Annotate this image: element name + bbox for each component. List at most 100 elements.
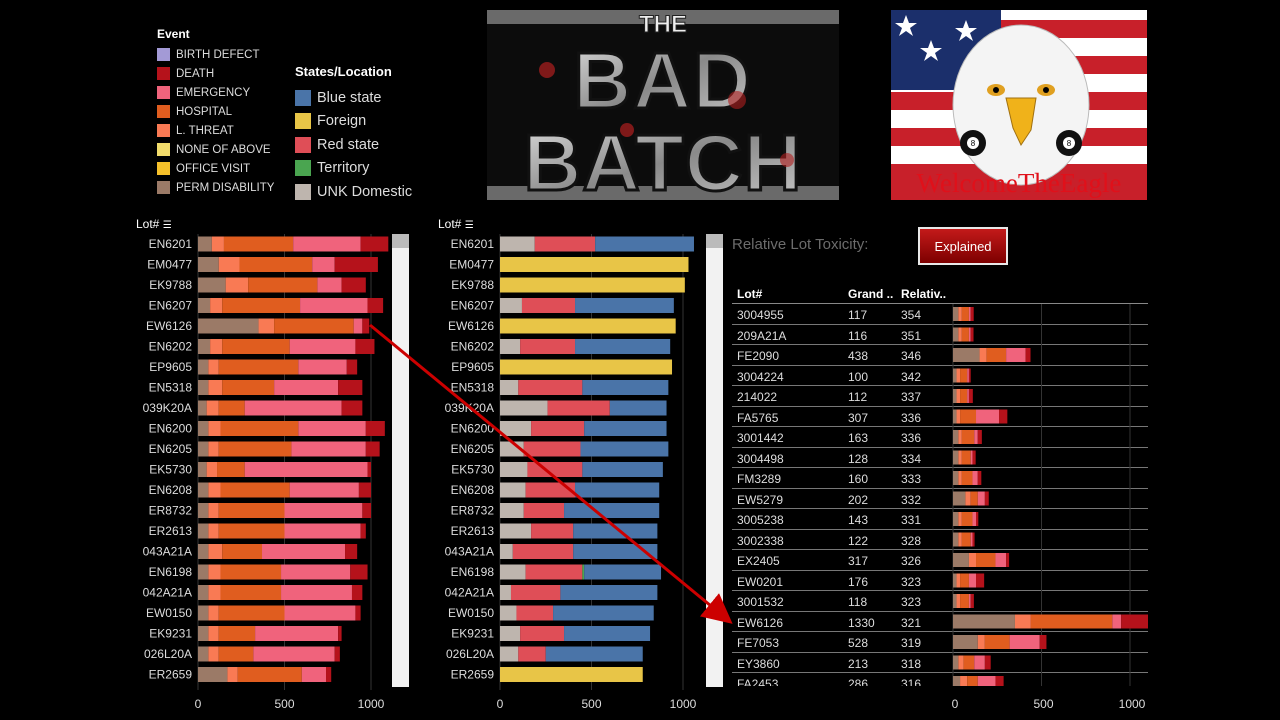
- bar-segment[interactable]: [500, 236, 535, 252]
- event-legend-item[interactable]: NONE OF ABOVE: [157, 140, 287, 159]
- table-bar-segment[interactable]: [956, 594, 961, 608]
- bar-segment[interactable]: [334, 646, 340, 662]
- bar-segment[interactable]: [362, 318, 370, 334]
- table-bar-segment[interactable]: [967, 368, 969, 383]
- bar-segment[interactable]: [300, 298, 368, 313]
- table-bar-segment[interactable]: [958, 430, 962, 444]
- table-bar-segment[interactable]: [984, 655, 991, 670]
- bar-segment[interactable]: [500, 277, 685, 293]
- table-row[interactable]: EW6126 1330 321: [732, 612, 1148, 632]
- bar-segment[interactable]: [239, 257, 313, 272]
- table-bar-segment[interactable]: [976, 573, 985, 588]
- table-bar-segment[interactable]: [956, 389, 961, 403]
- event-legend-item[interactable]: BIRTH DEFECT: [157, 45, 287, 64]
- state-legend-item[interactable]: Red state: [295, 133, 435, 157]
- bar-segment[interactable]: [244, 400, 342, 416]
- table-bar-segment[interactable]: [968, 594, 971, 608]
- table-bar-segment[interactable]: [967, 676, 978, 686]
- bar-segment[interactable]: [198, 564, 209, 580]
- bar-segment[interactable]: [198, 646, 209, 662]
- bar-segment[interactable]: [326, 667, 332, 682]
- table-bar-segment[interactable]: [953, 676, 961, 686]
- table-bar-segment[interactable]: [974, 655, 985, 670]
- bar-segment[interactable]: [362, 503, 371, 518]
- bar-segment[interactable]: [284, 503, 363, 518]
- bar-segment[interactable]: [531, 523, 574, 539]
- table-bar-segment[interactable]: [960, 389, 968, 403]
- bar-segment[interactable]: [317, 277, 342, 293]
- bar-segment[interactable]: [198, 421, 209, 436]
- bar-segment[interactable]: [510, 585, 561, 600]
- bar-segment[interactable]: [512, 544, 574, 559]
- state-legend-item[interactable]: Territory: [295, 157, 435, 181]
- bar-segment[interactable]: [527, 462, 583, 477]
- table-row[interactable]: 3001442 163 336: [732, 427, 1148, 448]
- bar-segment[interactable]: [208, 523, 219, 539]
- bar-segment[interactable]: [274, 380, 339, 395]
- bar-segment[interactable]: [573, 544, 658, 559]
- bar-segment[interactable]: [560, 585, 658, 600]
- bar-segment[interactable]: [198, 585, 209, 600]
- bar-segment[interactable]: [198, 318, 259, 334]
- table-bar-segment[interactable]: [977, 676, 996, 686]
- table-bar-segment[interactable]: [970, 450, 973, 465]
- event-legend-item[interactable]: L. THREAT: [157, 121, 287, 140]
- bar-segment[interactable]: [500, 503, 524, 518]
- table-row[interactable]: FA5765 307 336: [732, 407, 1148, 427]
- bar-segment[interactable]: [284, 523, 361, 539]
- bar-segment[interactable]: [516, 605, 554, 621]
- table-bar-segment[interactable]: [960, 368, 968, 383]
- table-bar-segment[interactable]: [953, 471, 959, 485]
- bar-segment[interactable]: [198, 400, 207, 416]
- table-bar-segment[interactable]: [958, 471, 962, 485]
- bar-segment[interactable]: [218, 523, 285, 539]
- bar-segment[interactable]: [206, 462, 218, 477]
- bar-segment[interactable]: [365, 441, 380, 457]
- bar-segment[interactable]: [500, 585, 511, 600]
- bar-segment[interactable]: [355, 605, 361, 621]
- table-bar-segment[interactable]: [967, 389, 969, 403]
- table-bar-segment[interactable]: [972, 512, 977, 526]
- bar-segment[interactable]: [595, 236, 694, 252]
- bar-segment[interactable]: [218, 359, 299, 375]
- table-bar-segment[interactable]: [953, 368, 957, 383]
- table-bar-segment[interactable]: [960, 573, 969, 588]
- bar-segment[interactable]: [525, 482, 576, 498]
- table-bar-segment[interactable]: [953, 430, 959, 444]
- table-bar-segment[interactable]: [953, 389, 957, 403]
- bar-segment[interactable]: [521, 298, 576, 313]
- bar-segment[interactable]: [222, 298, 301, 313]
- sort-icon[interactable]: ☰: [162, 220, 172, 231]
- bar-segment[interactable]: [253, 646, 335, 662]
- table-bar-segment[interactable]: [972, 471, 978, 485]
- bar-segment[interactable]: [500, 605, 517, 621]
- bar-segment[interactable]: [334, 257, 378, 272]
- left-chart-scrollbar[interactable]: [392, 234, 409, 687]
- table-bar-segment[interactable]: [970, 491, 978, 506]
- bar-segment[interactable]: [582, 564, 585, 580]
- table-row[interactable]: 3004224 100 342: [732, 366, 1148, 386]
- event-legend-item[interactable]: PERM DISABILITY: [157, 178, 287, 197]
- event-legend-item[interactable]: EMERGENCY: [157, 83, 287, 102]
- bar-segment[interactable]: [208, 380, 223, 395]
- bar-segment[interactable]: [198, 626, 209, 641]
- bar-segment[interactable]: [500, 339, 521, 354]
- bar-segment[interactable]: [198, 482, 209, 498]
- bar-segment[interactable]: [208, 482, 221, 498]
- bar-segment[interactable]: [547, 400, 610, 416]
- bar-segment[interactable]: [198, 277, 226, 293]
- table-bar-segment[interactable]: [979, 348, 987, 362]
- table-bar-segment[interactable]: [999, 409, 1008, 424]
- bar-segment[interactable]: [225, 277, 249, 293]
- bar-segment[interactable]: [500, 544, 513, 559]
- bar-segment[interactable]: [289, 482, 359, 498]
- bar-segment[interactable]: [289, 339, 356, 354]
- table-bar-segment[interactable]: [958, 512, 962, 526]
- bar-segment[interactable]: [365, 421, 385, 436]
- table-bar-segment[interactable]: [968, 573, 977, 588]
- bar-segment[interactable]: [367, 298, 384, 313]
- bar-segment[interactable]: [341, 400, 363, 416]
- bar-segment[interactable]: [222, 380, 275, 395]
- bar-segment[interactable]: [237, 667, 302, 682]
- table-bar-segment[interactable]: [1039, 635, 1047, 649]
